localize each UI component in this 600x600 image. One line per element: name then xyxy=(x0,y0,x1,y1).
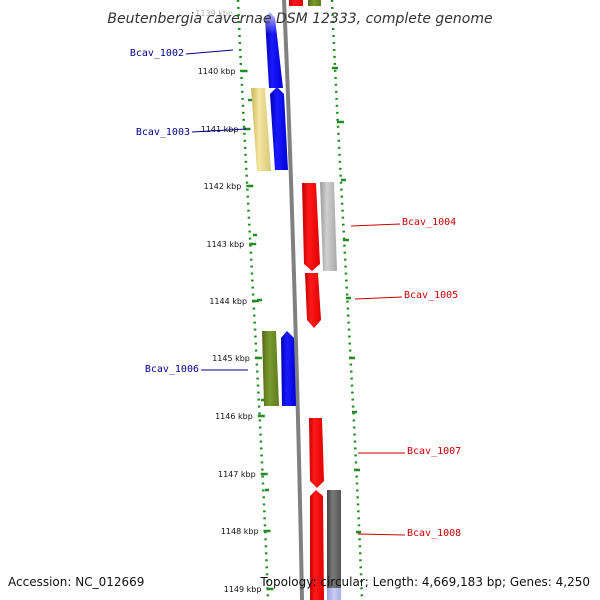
accession-text: Accession: NC_012669 xyxy=(8,575,144,589)
gene-label[interactable]: Bcav_1007 xyxy=(407,446,461,457)
kbp-tick-label: 1144 kbp xyxy=(209,297,247,306)
gene-feature-bcav-1003-pseudo[interactable] xyxy=(251,88,271,171)
gene-feature-bcav-1005[interactable] xyxy=(305,273,321,328)
gene-fade xyxy=(262,8,282,34)
gene-label[interactable]: Bcav_1005 xyxy=(404,290,458,301)
gene-features xyxy=(251,0,341,600)
gene-feature-bcav-1006-green[interactable] xyxy=(262,331,279,406)
gene-labels: Bcav_1002 Bcav_1003 Bcav_1004 Bcav_1005 Bcav… xyxy=(130,48,461,539)
gene-label[interactable]: Bcav_1006 xyxy=(145,364,199,375)
gene-label[interactable]: Bcav_1003 xyxy=(136,127,190,138)
kbp-tick-label: 1142 kbp xyxy=(204,182,242,191)
gene-leader-line xyxy=(350,223,401,227)
kbp-scale: 1139 kbp 1140 kbp 1141 kbp 1142 kbp 1143 kbp… xyxy=(195,9,274,594)
gene-leader-line xyxy=(191,128,247,133)
genome-backbone xyxy=(282,0,304,600)
kbp-tick-label: 1146 kbp xyxy=(215,412,253,421)
gene-feature-bcav-1006[interactable] xyxy=(281,331,296,406)
gene-leader-line xyxy=(354,296,403,300)
gene-feature-bcav-1008[interactable] xyxy=(310,490,324,600)
gene-leader-line xyxy=(357,533,406,536)
gene-label[interactable]: Bcav_1004 xyxy=(402,217,456,228)
gene-feature[interactable] xyxy=(289,0,303,6)
map-title: Beutenbergia cavernae DSM 12333, complet… xyxy=(107,11,492,27)
kbp-tick-label: 1143 kbp xyxy=(206,240,244,249)
kbp-tick-label: 1149 kbp xyxy=(224,585,262,594)
gene-feature-dark[interactable] xyxy=(327,490,341,600)
gene-feature-bcav-1004[interactable] xyxy=(302,183,320,271)
gene-feature-lavender[interactable] xyxy=(327,588,341,600)
gene-feature-bcav-1004-gray[interactable] xyxy=(320,182,337,271)
gene-feature-bcav-1003[interactable] xyxy=(270,87,288,170)
kbp-tick-label: 1145 kbp xyxy=(212,354,250,363)
kbp-tick-label: 1139 kbp xyxy=(195,9,233,18)
gene-label[interactable]: Bcav_1002 xyxy=(130,48,184,59)
gene-label[interactable]: Bcav_1008 xyxy=(407,528,461,539)
gene-leader-line xyxy=(185,49,234,55)
kbp-tick-label: 1141 kbp xyxy=(201,125,239,134)
kbp-tick-label: 1147 kbp xyxy=(218,470,256,479)
gene-feature-bcav-1007[interactable] xyxy=(309,418,324,488)
kbp-tick-label: 1140 kbp xyxy=(198,67,236,76)
topology-text: Topology: circular; Length: 4,669,183 bp… xyxy=(259,575,590,589)
gc-track-right xyxy=(330,0,364,600)
kbp-tick-label: 1148 kbp xyxy=(221,527,259,536)
gene-feature[interactable] xyxy=(308,0,321,6)
